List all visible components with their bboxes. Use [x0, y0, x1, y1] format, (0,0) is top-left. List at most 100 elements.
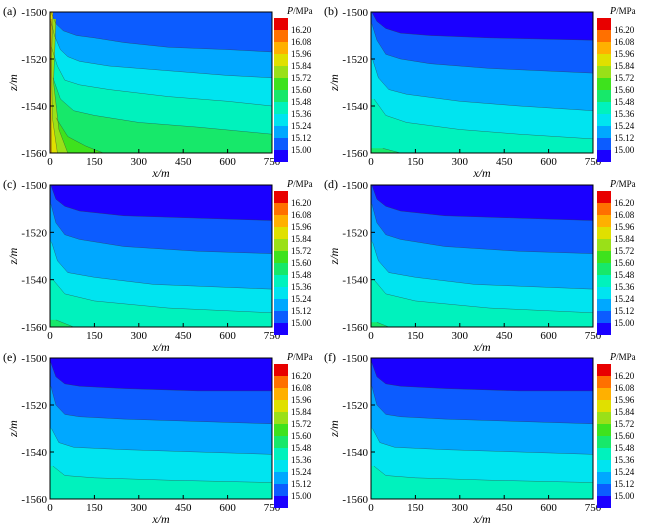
- colorbar-level-label: 15.12: [291, 133, 311, 143]
- x-tick-label: 0: [47, 156, 53, 168]
- y-axis-label: z/m: [327, 247, 341, 265]
- y-tick-label: -1520: [21, 54, 47, 66]
- y-tick-label: -1540: [21, 275, 47, 287]
- colorbar-swatch: [597, 102, 611, 114]
- colorbar-level-label: 15.60: [291, 431, 312, 441]
- y-tick-label: -1540: [21, 101, 47, 113]
- colorbar-swatch: [274, 138, 288, 150]
- colorbar-level-label: 15.84: [291, 407, 312, 417]
- colorbar-swatch: [597, 227, 611, 239]
- panel-label: (a): [3, 4, 16, 18]
- colorbar-level-label: 15.24: [291, 467, 312, 477]
- y-axis-label: z/m: [6, 420, 20, 438]
- panel-e: 0 150 300 450 600 750-1500-1520-1540-1560x/mz…: [3, 350, 313, 526]
- colorbar-level-label: 15.36: [291, 282, 312, 292]
- colorbar-swatch: [274, 227, 288, 239]
- x-axis-label: x/m: [151, 166, 170, 180]
- colorbar-level-label: 15.72: [614, 246, 634, 256]
- colorbar-level-label: 16.08: [291, 37, 312, 47]
- y-tick-label: -1540: [342, 447, 368, 459]
- colorbar-title: P/MPa: [609, 6, 636, 17]
- panel-label: (f): [324, 350, 336, 364]
- plot-frame: [370, 11, 594, 154]
- colorbar-swatch: [597, 412, 611, 424]
- panel-b: 0 150 300 450 600 750-1500-1520-1540-1560x/mz…: [324, 4, 636, 180]
- colorbar-level-label: 15.12: [291, 306, 311, 316]
- colorbar-swatch: [597, 42, 611, 54]
- colorbar-swatch: [597, 436, 611, 448]
- colorbar-swatch: [597, 251, 611, 263]
- colorbar-title: P/MPa: [286, 6, 313, 17]
- colorbar-title: P/MPa: [609, 179, 636, 190]
- colorbar-level-label: 15.48: [291, 97, 312, 107]
- colorbar-level-label: 16.20: [614, 371, 635, 381]
- colorbar-swatch: [597, 138, 611, 150]
- colorbar-level-label: 15.00: [614, 491, 635, 501]
- colorbar-swatch: [274, 191, 288, 203]
- contour-band-15.48: [50, 466, 272, 499]
- colorbar-level-label: 15.84: [614, 407, 635, 417]
- colorbar-swatch: [274, 376, 288, 388]
- y-tick-label: -1560: [342, 322, 368, 334]
- contour-line-15.24: [371, 203, 593, 254]
- x-axis-label: x/m: [151, 340, 170, 354]
- colorbar-title: P/MPa: [286, 179, 313, 190]
- colorbar-swatch: [597, 263, 611, 275]
- x-tick-label: 150: [407, 330, 424, 342]
- y-tick-label: -1540: [342, 275, 368, 287]
- colorbar-title: P/MPa: [286, 352, 313, 363]
- colorbar: P/MPa 16.20 16.08 15.96 15.84 15.72 15.60 15.48…: [274, 352, 313, 508]
- colorbar-swatch: [597, 191, 611, 203]
- colorbar-level-label: 15.00: [291, 318, 312, 328]
- colorbar-level-label: 15.60: [614, 431, 635, 441]
- colorbar-swatch: [274, 275, 288, 287]
- contour-line-15.12: [50, 185, 272, 221]
- panel-d: 0 150 300 450 600 750-1500-1520-1540-1560x/mz…: [324, 177, 636, 354]
- colorbar-level-label: 15.48: [291, 443, 312, 453]
- colorbar-level-label: 16.08: [291, 383, 312, 393]
- y-tick-label: -1500: [342, 180, 368, 192]
- contour-field: [50, 362, 272, 499]
- colorbar-swatch: [597, 400, 611, 412]
- x-tick-label: 450: [496, 156, 513, 168]
- colorbar-swatch: [597, 484, 611, 496]
- colorbar-level-label: 15.36: [291, 455, 312, 465]
- colorbar-swatch: [597, 215, 611, 227]
- x-tick-label: 300: [452, 330, 469, 342]
- colorbar-swatch: [597, 460, 611, 472]
- colorbar-level-label: 15.96: [291, 222, 312, 232]
- x-tick-label: 450: [175, 502, 192, 514]
- colorbar-level-label: 16.08: [614, 210, 635, 220]
- colorbar-level-label: 15.96: [291, 395, 312, 405]
- x-tick-label: 300: [131, 330, 148, 342]
- x-tick-label: 150: [407, 502, 424, 514]
- x-axis-label: x/m: [472, 166, 491, 180]
- panel-label: (b): [324, 4, 338, 18]
- colorbar-swatch: [274, 496, 288, 508]
- colorbar-swatch: [597, 376, 611, 388]
- colorbar-swatch: [274, 30, 288, 42]
- colorbar-level-label: 15.84: [291, 234, 312, 244]
- colorbar-swatch: [597, 30, 611, 42]
- colorbar-level-label: 16.20: [291, 198, 312, 208]
- x-tick-label: 150: [86, 330, 103, 342]
- contour-field: [371, 12, 593, 153]
- colorbar-title: P/MPa: [609, 352, 636, 363]
- contour-line-15.12: [371, 12, 593, 41]
- colorbar-swatch: [274, 203, 288, 215]
- contour-line-15.36: [372, 58, 593, 111]
- contour-line-15.60: [55, 319, 74, 327]
- colorbar-swatch: [274, 436, 288, 448]
- colorbar-swatch: [274, 239, 288, 251]
- contour-line-15.12: [50, 362, 272, 392]
- contour-band-15.48: [371, 466, 593, 499]
- colorbar-level-label: 15.96: [614, 395, 635, 405]
- colorbar-level-label: 15.48: [614, 97, 635, 107]
- colorbar-level-label: 15.72: [291, 419, 311, 429]
- colorbar-level-label: 15.24: [291, 294, 312, 304]
- plot-frame: [49, 11, 273, 154]
- y-tick-label: -1560: [342, 494, 368, 506]
- colorbar-swatch: [597, 203, 611, 215]
- plot-frame: [370, 357, 594, 500]
- x-tick-label: 300: [131, 156, 148, 168]
